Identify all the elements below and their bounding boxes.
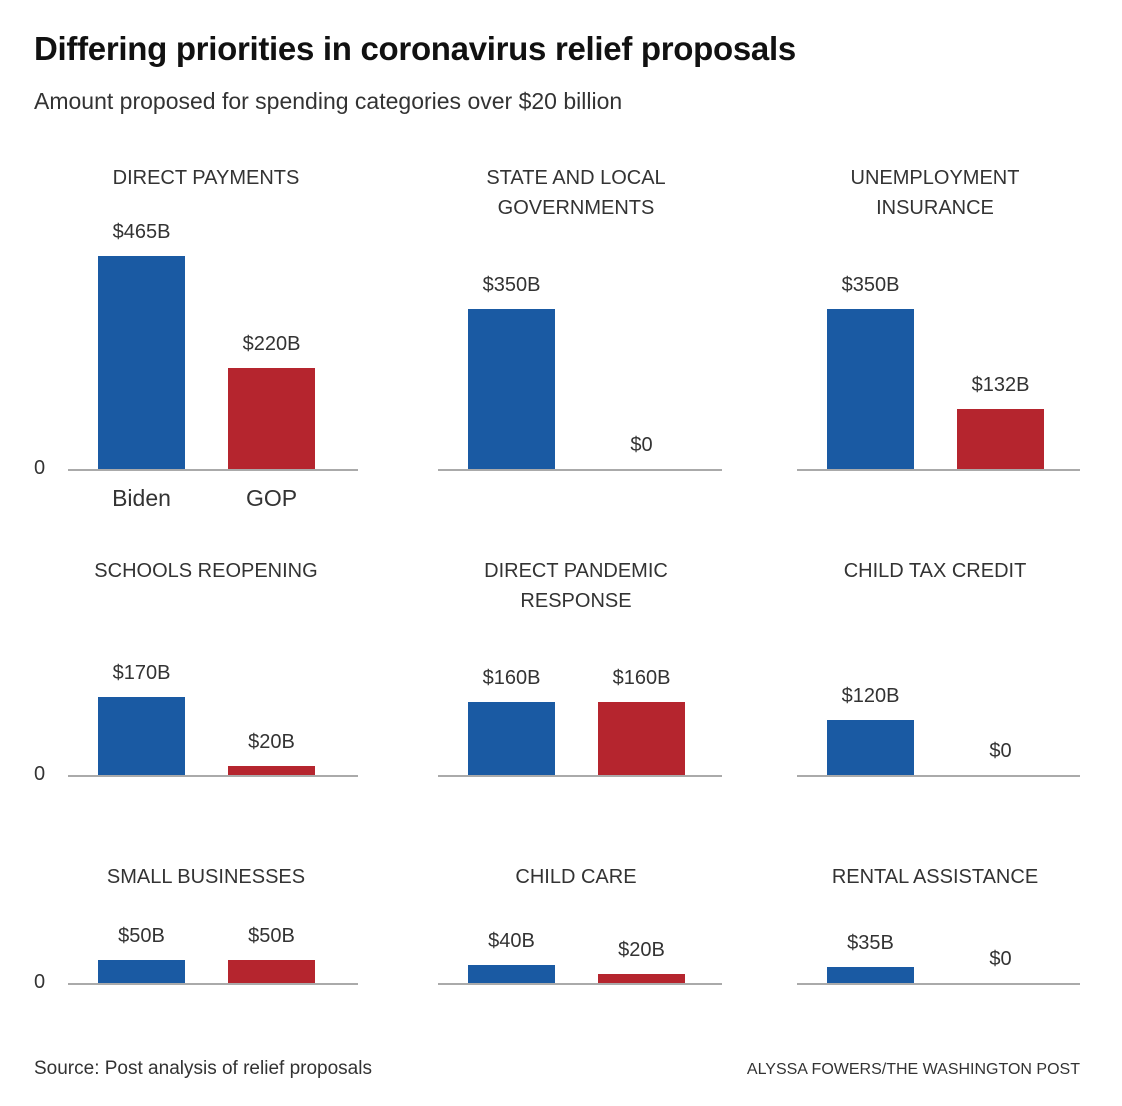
- category-label-biden: Biden: [112, 485, 171, 511]
- bar-biden: [468, 964, 555, 983]
- data-label: $350B: [482, 273, 541, 296]
- panel-title: CHILD TAX CREDIT: [843, 560, 1027, 582]
- data-label: $132B: [971, 373, 1030, 396]
- bar-gop: [228, 765, 315, 775]
- data-label: $0: [989, 948, 1012, 970]
- bar-biden: [827, 308, 914, 469]
- panel-title: RENTAL ASSISTANCE: [831, 866, 1039, 888]
- chart-subtitle: Amount proposed for spending categories …: [34, 88, 623, 114]
- data-label: $40B: [488, 929, 535, 952]
- panel-title: STATE AND LOCAL GOVERNMENTS: [486, 167, 666, 219]
- x-axis-baseline: [68, 775, 358, 777]
- panel-title: DIRECT PANDEMIC RESPONSE: [484, 560, 668, 612]
- data-label: $50B: [248, 925, 295, 948]
- panel-title: CHILD CARE: [515, 866, 637, 888]
- panel-title: DIRECT PAYMENTS: [112, 167, 300, 189]
- credit-line: ALYSSA FOWERS/THE WASHINGTON POST: [746, 1061, 1080, 1078]
- category-label-gop: GOP: [245, 485, 298, 511]
- bar-biden: [468, 701, 555, 775]
- bar-biden: [468, 308, 555, 469]
- bar-gop: [598, 973, 685, 983]
- data-label: $0: [989, 740, 1012, 762]
- data-label: $170B: [112, 662, 171, 685]
- data-label: $20B: [618, 938, 665, 961]
- data-label: $220B: [242, 333, 301, 356]
- bar-biden: [827, 966, 914, 983]
- y-axis-zero-label: 0: [34, 971, 46, 993]
- panel-title: SMALL BUSINESSES: [106, 866, 306, 888]
- bar-biden: [827, 720, 914, 775]
- bar-biden: [98, 960, 185, 983]
- source-note: Source: Post analysis of relief proposal…: [34, 1058, 372, 1079]
- x-axis-baseline: [68, 469, 358, 471]
- x-axis-baseline: [438, 983, 722, 985]
- x-axis-baseline: [797, 775, 1080, 777]
- bar-gop: [228, 960, 315, 983]
- data-label: $0: [630, 434, 653, 456]
- data-label: $160B: [482, 666, 541, 689]
- panel-title: SCHOOLS REOPENING: [94, 560, 318, 582]
- bar-gop: [228, 368, 315, 469]
- bar-gop: [957, 408, 1044, 469]
- y-axis-zero-label: 0: [34, 457, 46, 479]
- bar-gop: [598, 701, 685, 775]
- data-label: $35B: [847, 931, 894, 954]
- y-axis-zero-label: 0: [34, 763, 46, 785]
- x-axis-baseline: [68, 983, 358, 985]
- x-axis-baseline: [438, 469, 722, 471]
- data-label: $50B: [118, 925, 165, 948]
- chart-title: Differing priorities in coronavirus reli…: [34, 30, 796, 67]
- data-label: $350B: [841, 273, 900, 296]
- panel-title: UNEMPLOYMENT INSURANCE: [850, 167, 1020, 219]
- bar-biden: [98, 697, 185, 775]
- data-label: $465B: [112, 221, 171, 243]
- x-axis-baseline: [438, 775, 722, 777]
- data-label: $120B: [841, 685, 900, 708]
- data-label: $20B: [248, 730, 295, 753]
- x-axis-baseline: [797, 469, 1080, 471]
- x-axis-baseline: [797, 983, 1080, 985]
- bar-biden: [98, 256, 185, 469]
- data-label: $160B: [612, 666, 671, 689]
